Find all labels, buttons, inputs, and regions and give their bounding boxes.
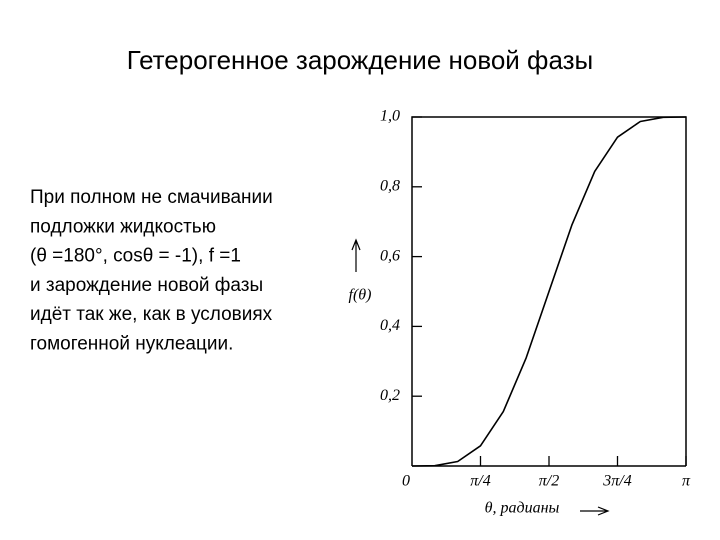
y-tick-label: 0,8 — [380, 177, 400, 194]
x-axis-label: θ, радианы — [485, 500, 560, 517]
text-line: и зарождение новой фазы — [30, 275, 263, 296]
y-arrow — [351, 238, 361, 272]
x-tick-label: π/4 — [470, 473, 490, 490]
x-tick-label: π — [682, 473, 691, 490]
text-line: гомогенной нуклеации. — [30, 334, 233, 355]
slide-title: Гетерогенное зарождение новой фазы — [127, 45, 593, 75]
y-axis-label: f(θ) — [349, 287, 372, 304]
x-tick-label: π/2 — [539, 473, 559, 490]
text-line: При полном не смачивании — [30, 187, 273, 208]
paragraph: При полном не смачивании подложки жидкост… — [30, 187, 273, 355]
text-line: идёт так же, как в условиях — [30, 304, 273, 325]
x-tick-label: 3π/4 — [602, 473, 631, 490]
y-tick-label: 0,2 — [380, 387, 400, 404]
y-tick-label: 0,4 — [380, 317, 400, 334]
text-line: подложки жидкостью — [30, 216, 216, 237]
curve — [411, 116, 687, 467]
text-line: (θ =180°, cosθ = -1), f =1 — [30, 246, 241, 267]
x-tick-label: 0 — [402, 473, 410, 490]
x-arrow — [580, 506, 610, 516]
plot-frame — [411, 116, 687, 466]
y-tick-label: 1,0 — [380, 108, 400, 125]
y-tick-label: 0,6 — [380, 247, 400, 264]
chart: 0,2 0,4 0,6 0,8 1,0 0 π/4 π/2 3π/4 π f(θ) θ, радиан… — [349, 108, 691, 517]
